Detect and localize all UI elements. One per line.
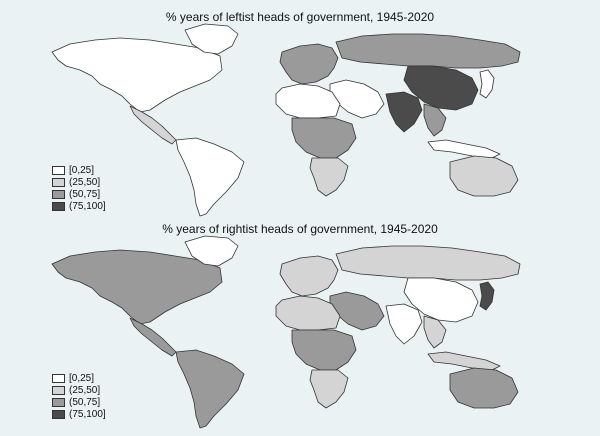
legend-swatch	[52, 189, 65, 199]
legend-label: (50,75]	[69, 188, 101, 200]
region-middle-east	[329, 291, 385, 331]
region-greenland	[184, 23, 239, 55]
region-india	[385, 91, 423, 133]
region-north-america	[51, 37, 223, 113]
legend-label: (75,100]	[69, 200, 106, 212]
region-indonesia	[427, 139, 501, 159]
region-north-america	[51, 249, 223, 325]
region-australia	[449, 367, 519, 409]
region-india	[385, 303, 423, 345]
map-regions	[51, 235, 521, 429]
region-china	[403, 65, 479, 111]
legend-swatch	[52, 201, 65, 211]
region-indonesia	[427, 351, 501, 371]
leftist-map-panel: % years of leftist heads of government, …	[51, 10, 521, 217]
region-middle-east	[329, 79, 385, 119]
legend-swatch	[52, 385, 65, 395]
region-japan	[479, 69, 495, 99]
legend-label: [0,25]	[69, 372, 95, 384]
map-title-rightist: % years of rightist heads of government,…	[162, 222, 438, 236]
legend-swatch	[52, 397, 65, 407]
legend-item: (25,50]	[52, 176, 106, 188]
legend-rightist: [0,25] (25,50] (50,75] (75,100]	[52, 372, 106, 420]
region-central-america	[129, 105, 177, 145]
legend-label: (25,50]	[69, 176, 101, 188]
legend-item: (25,50]	[52, 384, 106, 396]
rightist-map-panel: % years of rightist heads of government,…	[0, 212, 600, 430]
legend-label: (25,50]	[69, 384, 101, 396]
region-europe-west	[279, 255, 339, 297]
region-greenland	[184, 235, 239, 267]
region-south-america	[175, 349, 245, 429]
region-africa-south	[309, 157, 349, 197]
region-russia	[335, 245, 521, 281]
legend-swatch	[52, 409, 65, 419]
legend-leftist: [0,25] (25,50] (50,75] (75,100]	[52, 164, 106, 212]
region-africa-central	[291, 117, 357, 159]
region-south-america	[175, 137, 245, 217]
legend-label: (75,100]	[69, 408, 106, 420]
legend-item: [0,25]	[52, 372, 106, 384]
region-africa-south	[309, 369, 349, 409]
legend-swatch	[52, 165, 65, 175]
region-africa-north	[275, 83, 341, 119]
region-southeast-asia	[423, 103, 447, 137]
region-china	[403, 277, 479, 323]
legend-item: (75,100]	[52, 408, 106, 420]
region-central-america	[129, 317, 177, 357]
world-map-leftist	[51, 23, 521, 217]
region-africa-north	[275, 295, 341, 331]
map-regions	[51, 23, 521, 217]
region-europe-west	[279, 43, 339, 85]
legend-swatch	[52, 373, 65, 383]
map-title-leftist: % years of leftist heads of government, …	[165, 10, 435, 24]
region-japan	[479, 281, 495, 311]
region-africa-central	[291, 329, 357, 371]
legend-label: [0,25]	[69, 164, 95, 176]
legend-label: (50,75]	[69, 396, 101, 408]
legend-item: (75,100]	[52, 200, 106, 212]
world-map-rightist	[51, 235, 521, 429]
legend-item: (50,75]	[52, 396, 106, 408]
legend-swatch	[52, 177, 65, 187]
legend-item: (50,75]	[52, 188, 106, 200]
region-australia	[449, 155, 519, 197]
region-russia	[335, 33, 521, 69]
legend-item: [0,25]	[52, 164, 106, 176]
region-southeast-asia	[423, 315, 447, 349]
